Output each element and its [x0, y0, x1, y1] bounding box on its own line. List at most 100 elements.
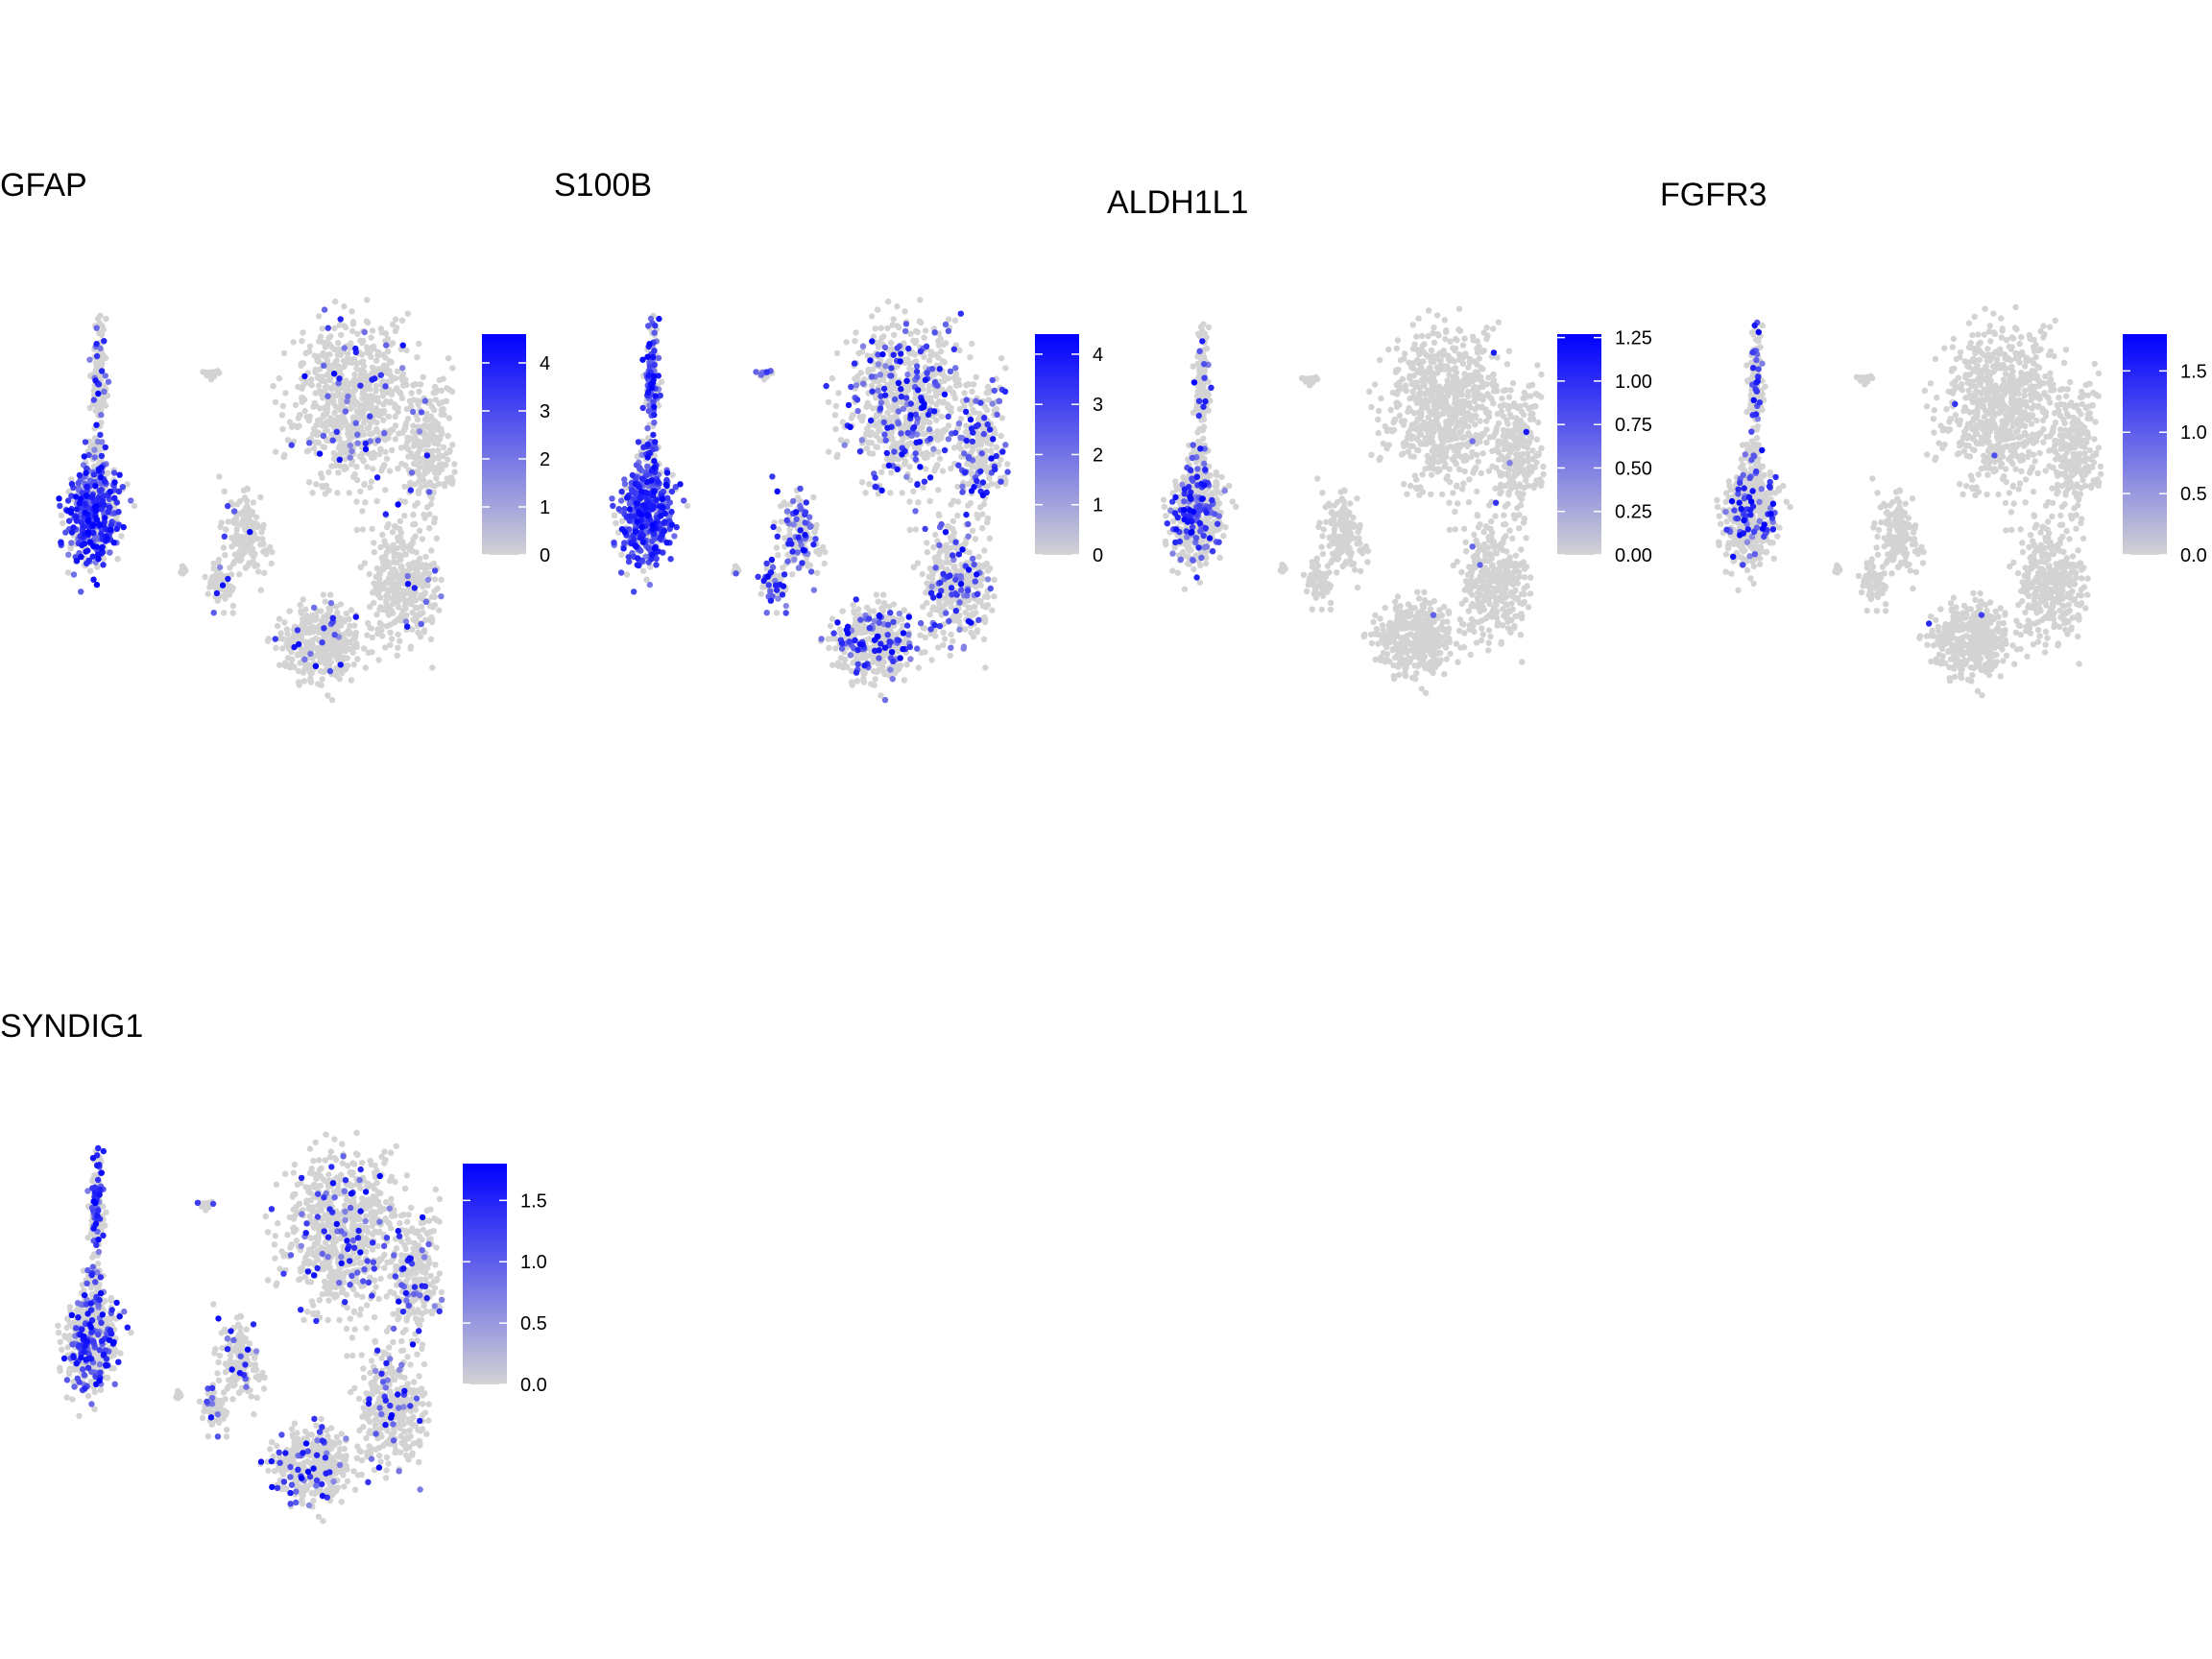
cell-point — [210, 373, 218, 380]
cell-point — [102, 444, 109, 451]
cell-point — [379, 531, 386, 539]
cell-point — [321, 306, 328, 313]
cell-point — [220, 544, 228, 551]
cell-point — [307, 650, 314, 658]
cell-point — [881, 392, 889, 398]
cell-point — [953, 591, 960, 598]
cell-point — [950, 525, 956, 533]
cell-point — [966, 573, 974, 580]
cell-point — [991, 387, 998, 395]
cell-point — [880, 385, 888, 393]
cell-point — [888, 365, 895, 372]
cell-point — [929, 606, 936, 613]
cell-point — [878, 325, 884, 331]
cell-point — [655, 354, 662, 362]
cell-point — [639, 539, 647, 545]
cell-point — [388, 446, 396, 454]
cell-point — [935, 511, 942, 517]
cell-point — [984, 440, 991, 446]
cell-point — [627, 513, 634, 519]
cell-point — [991, 593, 998, 600]
cell-point — [792, 509, 800, 516]
cell-point — [371, 375, 378, 382]
cell-point — [923, 466, 929, 472]
colorbar-tick-label: 0 — [540, 545, 550, 566]
cell-point — [315, 382, 323, 389]
cell-point — [968, 425, 975, 432]
cell-point — [383, 455, 391, 462]
cell-point — [950, 517, 956, 524]
cell-point — [445, 432, 451, 440]
cell-point — [416, 428, 423, 435]
cell-point — [958, 587, 965, 593]
cell-point — [645, 323, 652, 329]
cell-point — [658, 513, 664, 519]
colorbar-tick-label: 3 — [540, 401, 550, 422]
cell-point — [944, 553, 950, 560]
cell-point — [931, 378, 939, 386]
cell-point — [421, 582, 427, 589]
cell-point — [677, 481, 684, 488]
cell-point — [361, 645, 368, 652]
cell-point — [788, 541, 795, 547]
cell-point — [907, 330, 914, 337]
cell-point — [393, 325, 400, 331]
cell-point — [978, 450, 985, 457]
cell-point — [661, 518, 668, 525]
cell-point — [977, 468, 984, 475]
cell-point — [78, 589, 84, 595]
cell-point — [888, 469, 895, 476]
cell-point — [931, 329, 938, 336]
cell-point — [821, 560, 828, 567]
cell-point — [924, 549, 930, 556]
cell-point — [281, 619, 288, 626]
cell-point — [362, 440, 369, 447]
cell-point — [337, 406, 344, 414]
cell-point — [317, 333, 325, 340]
cell-point — [952, 365, 959, 372]
cell-point — [870, 668, 878, 675]
cell-point — [868, 313, 876, 320]
cell-point — [868, 373, 876, 380]
cell-point — [878, 399, 885, 406]
cell-point — [280, 349, 288, 356]
cell-point — [778, 518, 784, 525]
cell-point — [650, 503, 657, 510]
cell-point — [236, 571, 243, 578]
cell-point — [965, 520, 972, 528]
cell-point — [992, 430, 998, 437]
cell-point — [926, 435, 934, 443]
cell-point — [837, 437, 845, 444]
cell-point — [915, 664, 922, 671]
cell-point — [357, 373, 365, 379]
cell-point — [967, 499, 974, 507]
cell-point — [238, 541, 245, 547]
cell-point — [391, 553, 397, 560]
cell-point — [649, 538, 656, 544]
cell-point — [375, 352, 382, 359]
cell-point — [216, 473, 223, 480]
cell-point — [395, 583, 402, 590]
cell-point — [621, 540, 628, 546]
cell-point — [942, 321, 950, 328]
cell-point — [914, 328, 921, 336]
cell-point — [621, 476, 628, 483]
cell-point — [288, 423, 296, 430]
cell-point — [875, 598, 881, 605]
cell-point — [230, 537, 237, 543]
cell-point — [91, 454, 98, 461]
cell-point — [316, 366, 324, 373]
cell-point — [359, 450, 366, 457]
cell-point — [211, 573, 218, 580]
cell-point — [832, 402, 839, 410]
cell-point — [397, 556, 404, 564]
colorbar-tick-label: 4 — [540, 353, 550, 374]
cell-point — [942, 529, 950, 536]
cell-point — [810, 587, 817, 593]
cell-point — [955, 443, 962, 449]
cell-point — [58, 540, 64, 546]
cell-point — [1001, 388, 1009, 395]
cell-point — [914, 645, 921, 652]
